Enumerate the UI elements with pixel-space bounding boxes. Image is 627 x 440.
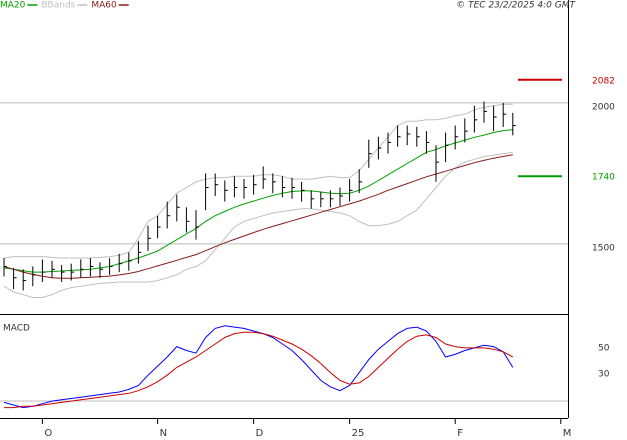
level-label: 1740 [592,173,615,183]
series-line [3,103,513,259]
x-tick-label: 25 [352,428,365,439]
y-tick-label: 30 [598,369,610,379]
y-tick-label: 1500 [592,243,615,253]
legend-label: BBands [41,1,75,11]
x-tick-label: D [256,428,264,439]
y-tick-label: 50 [598,344,610,354]
legend-label: MA60 [91,1,117,11]
y-tick-label: 2000 [592,102,615,112]
series-line [4,331,514,409]
series-line [3,325,514,409]
timestamp: © TEC 23/2/2025 4:0 GMT [456,1,576,11]
x-tick-label: N [160,428,167,439]
series-line [3,151,513,298]
macd-title: MACD [3,324,30,334]
series-line [3,129,513,273]
x-tick-label: M [563,428,572,439]
series-line [3,154,513,279]
level-label: 2082 [592,76,615,86]
x-tick-label: O [44,428,52,439]
legend-label: MA20 [0,1,26,11]
x-tick-label: F [457,428,463,439]
